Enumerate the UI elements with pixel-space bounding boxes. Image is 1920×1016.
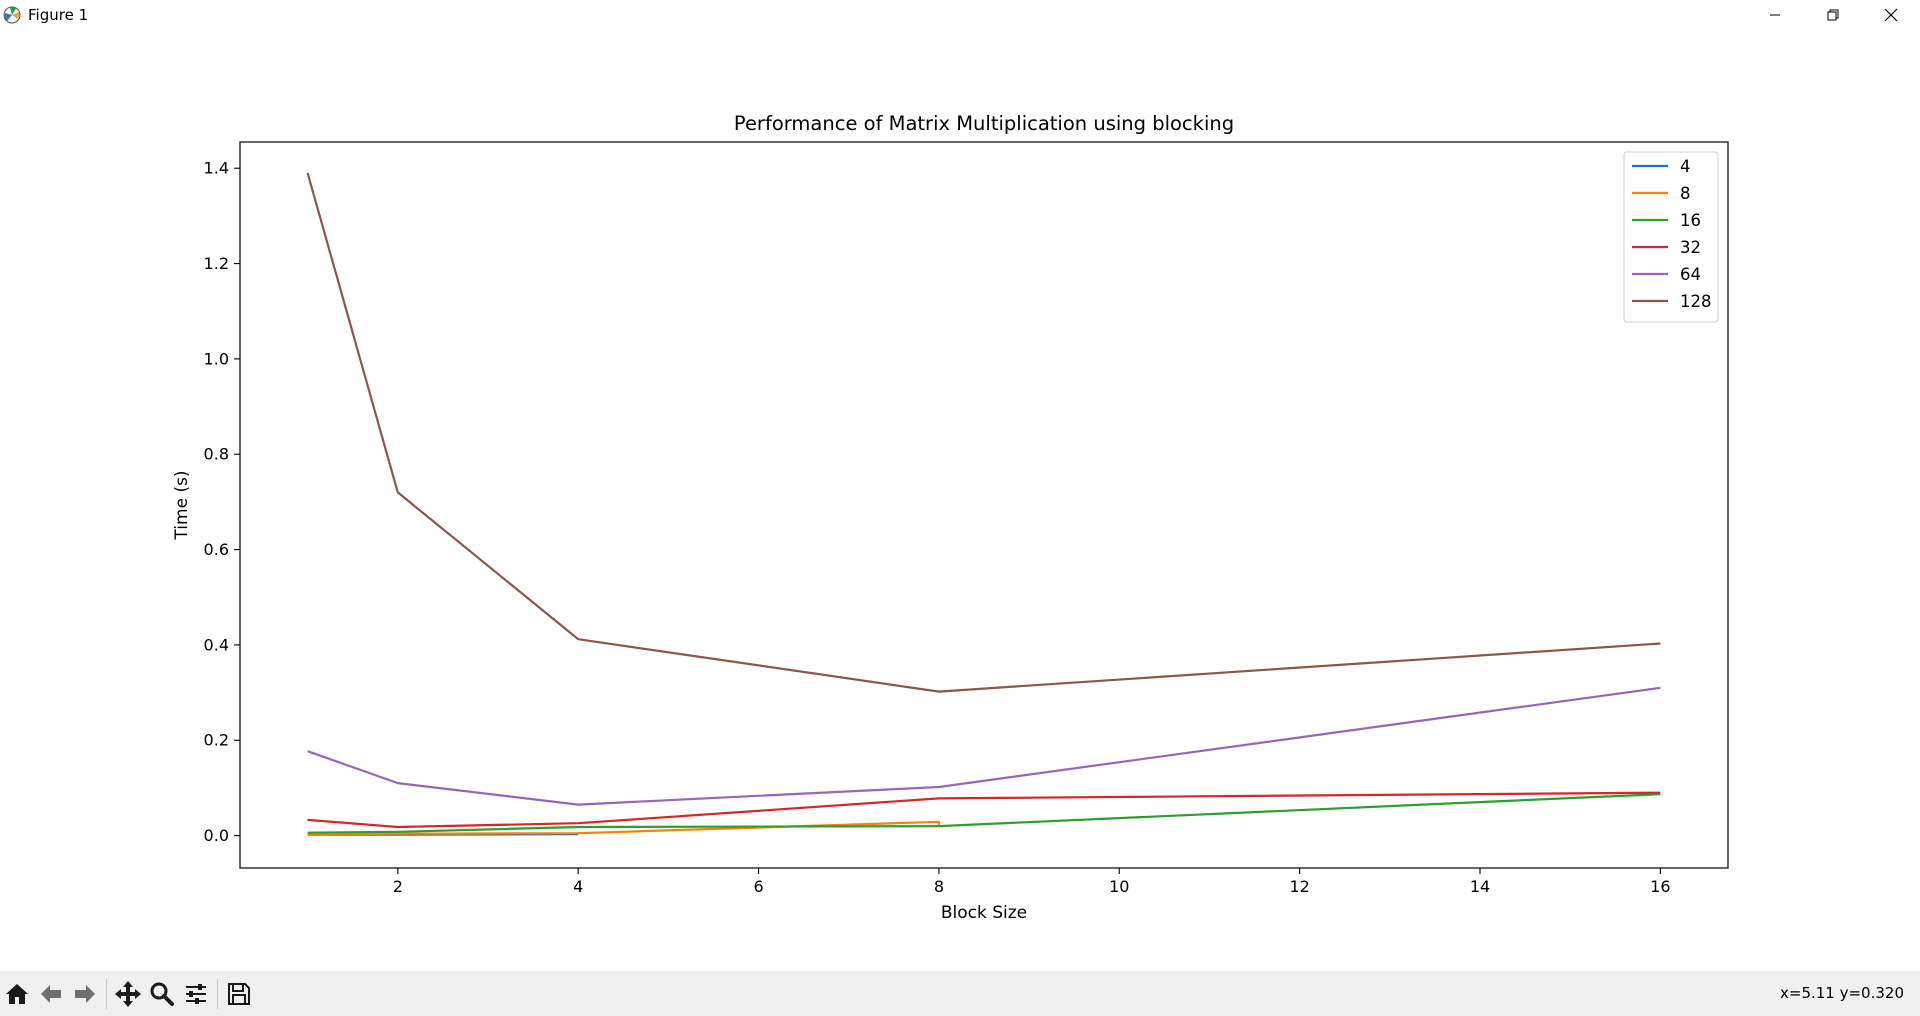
y-tick-label: 0.2 [204, 731, 229, 750]
legend-box [1623, 151, 1719, 323]
minimize-icon [1770, 14, 1780, 15]
back-arrow-icon [41, 984, 61, 1003]
y-tick-label: 0.8 [204, 445, 229, 464]
legend-label-4: 4 [1680, 157, 1691, 176]
y-tick-label: 0.6 [204, 540, 229, 559]
chart-title: Performance of Matrix Multiplication usi… [734, 112, 1234, 135]
forward-arrow-icon [75, 984, 95, 1003]
zoom-button[interactable] [145, 976, 179, 1012]
restore-icon [1827, 9, 1839, 20]
restore-button[interactable] [1804, 0, 1862, 29]
save-button[interactable] [222, 976, 256, 1012]
x-tick-label: 14 [1470, 877, 1490, 896]
y-tick-label: 1.2 [204, 254, 229, 273]
configure-subplots-button[interactable] [179, 976, 213, 1012]
home-button[interactable] [0, 976, 34, 1012]
home-icon [6, 983, 28, 1004]
x-tick-label: 16 [1650, 877, 1670, 896]
line-chart: 2 4 6 8 10 12 14 16 0.0 0.2 0.4 0.6 0.8 1.0 1.2 1.4 Perf… [172, 112, 1729, 923]
x-tick-label: 12 [1289, 877, 1309, 896]
y-axis-label: Time (s) [172, 470, 192, 540]
y-tick-label: 1.4 [204, 159, 229, 178]
toolbar-separator [106, 978, 107, 1009]
series-line-16 [307, 793, 1661, 834]
series-line-8 [307, 820, 941, 836]
navigation-toolbar: x=5.11 y=0.320 [0, 971, 1920, 1016]
pan-icon [115, 980, 141, 1007]
toolbar-separator [217, 978, 218, 1009]
close-icon [1884, 8, 1898, 21]
legend-label-16: 16 [1680, 211, 1701, 230]
legend-label-8: 8 [1680, 184, 1691, 203]
matplotlib-icon [2, 5, 22, 25]
pan-button[interactable] [111, 976, 145, 1012]
minimize-button[interactable] [1746, 0, 1804, 29]
series-line-32 [307, 791, 1661, 829]
x-axis-label: Block Size [941, 903, 1027, 923]
window-title: Figure 1 [28, 5, 89, 24]
legend-label-128: 128 [1680, 292, 1712, 311]
x-tick-label: 4 [573, 877, 583, 896]
back-button[interactable] [34, 976, 68, 1012]
series-line-64 [307, 686, 1661, 806]
x-tick-label: 2 [393, 877, 403, 896]
x-tick-label: 8 [934, 877, 944, 896]
configure-subplots-icon [186, 983, 206, 1004]
y-tick-label: 0.4 [204, 635, 229, 654]
legend-label-64: 64 [1680, 265, 1701, 284]
y-tick-label: 0.0 [204, 826, 229, 845]
y-tick-label: 1.0 [204, 349, 229, 368]
forward-button[interactable] [68, 976, 102, 1012]
legend-label-32: 32 [1680, 238, 1701, 257]
series-line-128 [306, 172, 1661, 693]
save-icon [228, 982, 250, 1005]
figure-canvas[interactable]: 2 4 6 8 10 12 14 16 0.0 0.2 0.4 0.6 0.8 1.0 1.2 1.4 Perf… [0, 29, 1920, 971]
title-bar: Figure 1 [0, 0, 1920, 29]
x-tick-label: 6 [753, 877, 763, 896]
cursor-coordinates: x=5.11 y=0.320 [1780, 984, 1904, 1002]
zoom-icon [150, 982, 174, 1006]
close-button[interactable] [1862, 0, 1920, 29]
x-tick-label: 10 [1109, 877, 1129, 896]
axes-frame [239, 141, 1729, 869]
